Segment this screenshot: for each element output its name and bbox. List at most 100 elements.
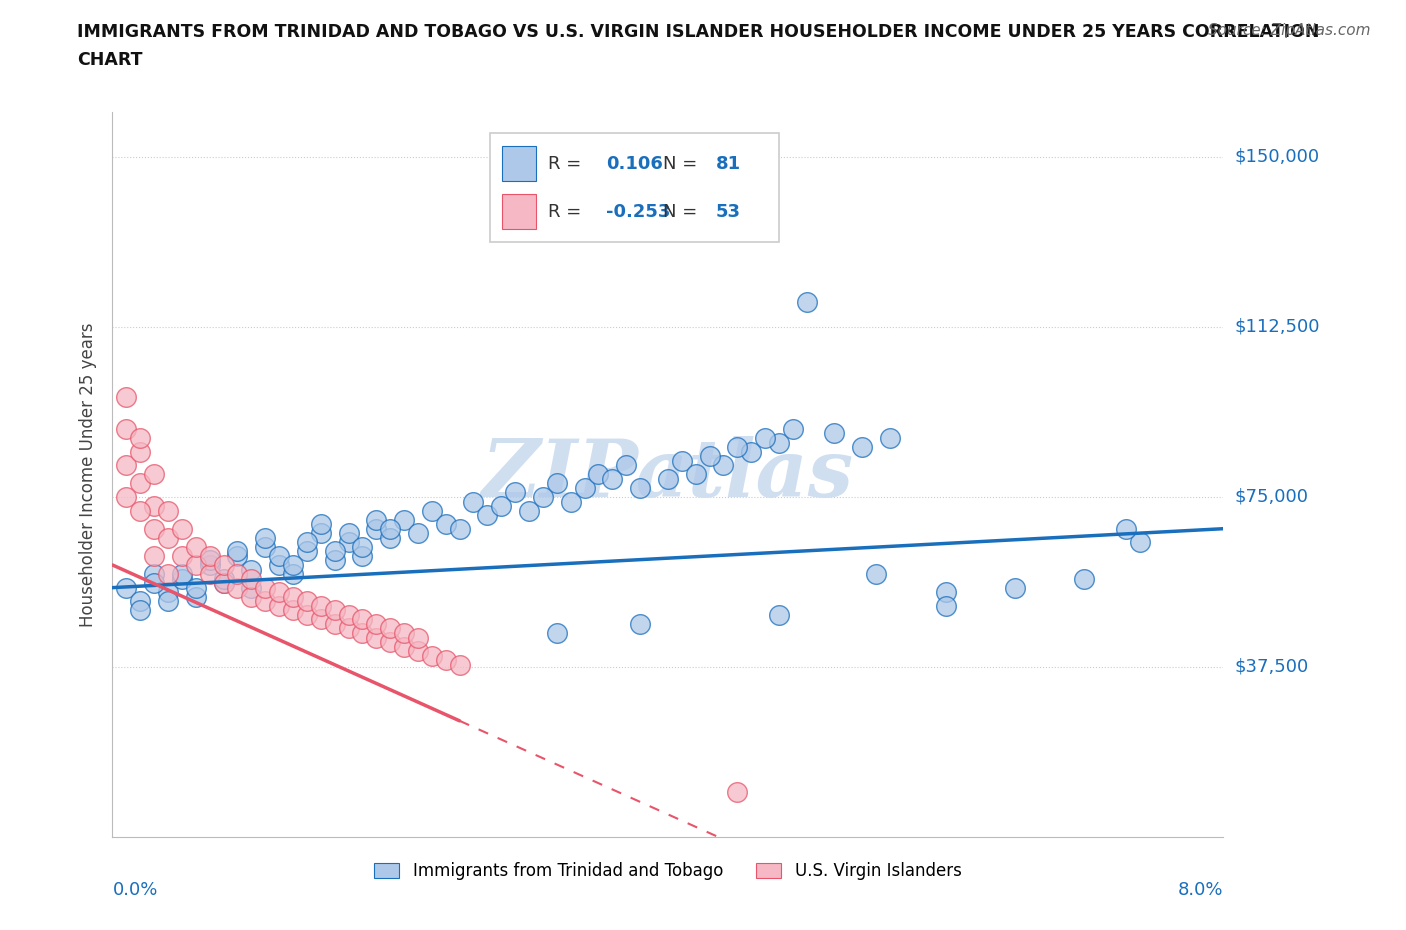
Point bbox=[420, 648, 443, 663]
Text: ZIPatlas: ZIPatlas bbox=[482, 435, 853, 513]
Point bbox=[323, 553, 346, 568]
Text: $37,500: $37,500 bbox=[1234, 658, 1309, 676]
Point bbox=[240, 580, 263, 595]
Point bbox=[352, 549, 374, 564]
Point bbox=[851, 440, 873, 455]
Point bbox=[1004, 580, 1026, 595]
Point bbox=[295, 607, 318, 622]
Point bbox=[560, 494, 582, 509]
Point bbox=[503, 485, 526, 500]
Text: CHART: CHART bbox=[77, 51, 143, 69]
Point bbox=[699, 449, 721, 464]
Point bbox=[254, 530, 277, 545]
Point bbox=[129, 603, 152, 618]
Point bbox=[434, 517, 457, 532]
Point bbox=[614, 458, 637, 472]
Point bbox=[198, 566, 221, 581]
Point bbox=[240, 571, 263, 586]
Point bbox=[184, 580, 207, 595]
Point bbox=[295, 535, 318, 550]
Point bbox=[420, 503, 443, 518]
Point bbox=[157, 503, 180, 518]
Point bbox=[463, 494, 485, 509]
Point bbox=[725, 784, 748, 799]
Point bbox=[281, 603, 304, 618]
Point bbox=[934, 585, 956, 600]
Point bbox=[531, 489, 554, 504]
Point bbox=[115, 421, 138, 436]
Point bbox=[212, 576, 235, 591]
Point bbox=[143, 566, 166, 581]
Point bbox=[546, 476, 568, 491]
Point bbox=[366, 617, 388, 631]
Text: $75,000: $75,000 bbox=[1234, 488, 1309, 506]
Point bbox=[337, 525, 360, 540]
Point bbox=[143, 498, 166, 513]
Point bbox=[392, 639, 415, 654]
Point bbox=[129, 476, 152, 491]
Point bbox=[380, 621, 402, 636]
Point bbox=[240, 562, 263, 577]
Point bbox=[281, 590, 304, 604]
Point bbox=[768, 607, 790, 622]
Point bbox=[295, 594, 318, 609]
Point bbox=[295, 544, 318, 559]
Point bbox=[254, 580, 277, 595]
Point bbox=[449, 521, 471, 536]
Point bbox=[782, 421, 804, 436]
Point bbox=[226, 544, 249, 559]
Point bbox=[309, 598, 332, 613]
Point bbox=[309, 612, 332, 627]
Point bbox=[628, 481, 651, 496]
Point bbox=[628, 617, 651, 631]
Point bbox=[671, 453, 693, 468]
Point bbox=[352, 626, 374, 641]
Text: 8.0%: 8.0% bbox=[1178, 881, 1223, 898]
Point bbox=[267, 558, 291, 573]
Point bbox=[267, 585, 291, 600]
Point bbox=[380, 530, 402, 545]
Text: 0.0%: 0.0% bbox=[112, 881, 157, 898]
Point bbox=[115, 458, 138, 472]
Legend: Immigrants from Trinidad and Tobago, U.S. Virgin Islanders: Immigrants from Trinidad and Tobago, U.S… bbox=[367, 856, 969, 886]
Point bbox=[240, 590, 263, 604]
Y-axis label: Householder Income Under 25 years: Householder Income Under 25 years bbox=[79, 322, 97, 627]
Point bbox=[143, 549, 166, 564]
Point bbox=[212, 571, 235, 586]
Point bbox=[392, 512, 415, 527]
Point bbox=[406, 644, 429, 658]
Point bbox=[517, 503, 540, 518]
Point bbox=[157, 585, 180, 600]
Point bbox=[602, 472, 624, 486]
Point bbox=[380, 521, 402, 536]
Point bbox=[824, 426, 846, 441]
Point bbox=[366, 521, 388, 536]
Point bbox=[212, 576, 235, 591]
Point bbox=[380, 634, 402, 649]
Text: IMMIGRANTS FROM TRINIDAD AND TOBAGO VS U.S. VIRGIN ISLANDER HOUSEHOLDER INCOME U: IMMIGRANTS FROM TRINIDAD AND TOBAGO VS U… bbox=[77, 23, 1320, 41]
Point bbox=[352, 612, 374, 627]
Point bbox=[366, 512, 388, 527]
Point bbox=[115, 390, 138, 405]
Point bbox=[740, 445, 762, 459]
Point bbox=[281, 558, 304, 573]
Point bbox=[226, 566, 249, 581]
Point bbox=[143, 467, 166, 482]
Point bbox=[657, 472, 679, 486]
Point bbox=[323, 617, 346, 631]
Point bbox=[1129, 535, 1152, 550]
Point bbox=[434, 653, 457, 668]
Point bbox=[366, 631, 388, 645]
Point bbox=[934, 598, 956, 613]
Point bbox=[392, 626, 415, 641]
Point bbox=[491, 498, 513, 513]
Point bbox=[768, 435, 790, 450]
Point bbox=[129, 431, 152, 445]
Point bbox=[1073, 571, 1095, 586]
Point bbox=[754, 431, 776, 445]
Point bbox=[588, 467, 610, 482]
Point bbox=[129, 503, 152, 518]
Point bbox=[184, 539, 207, 554]
Point bbox=[115, 580, 138, 595]
Point bbox=[309, 517, 332, 532]
